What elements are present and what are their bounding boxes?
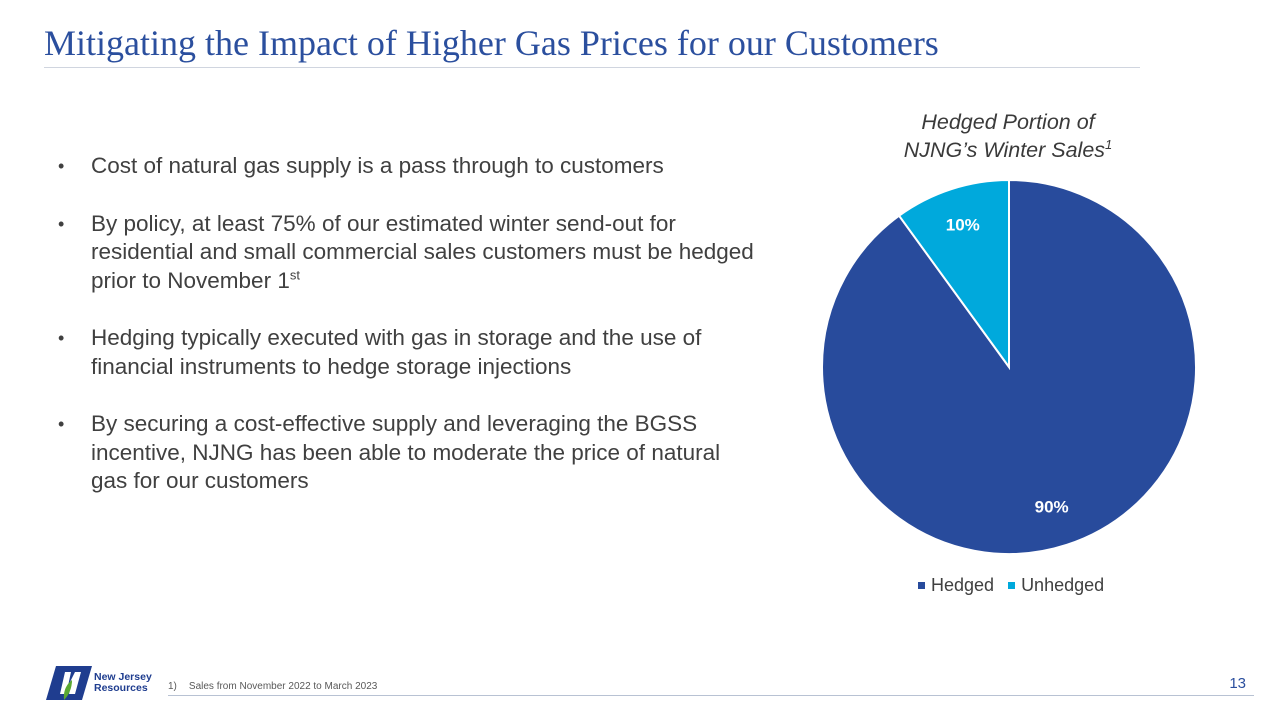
- bullet-item: • Hedging typically executed with gas in…: [58, 324, 758, 381]
- pie-slice-unhedged: [897, 178, 1010, 371]
- bullet-text: By policy, at least 75% of our estimated…: [91, 210, 754, 293]
- legend-item-hedged: Hedged: [918, 575, 994, 596]
- bullet-text: Hedging typically executed with gas in s…: [91, 325, 702, 379]
- logo-line1: New Jersey: [94, 671, 152, 683]
- page-number: 13: [1229, 675, 1246, 692]
- legend-item-unhedged: Unhedged: [1008, 575, 1104, 596]
- logo-line2: Resources: [94, 682, 148, 694]
- footnote-text: Sales from November 2022 to March 2023: [188, 681, 378, 692]
- bullet-text: Cost of natural gas supply is a pass thr…: [91, 153, 664, 178]
- bullet-item: • Cost of natural gas supply is a pass t…: [58, 152, 758, 181]
- footnote-number: 1): [168, 681, 177, 692]
- legend-swatch-hedged: [918, 582, 925, 589]
- bullet-item: • By securing a cost-effective supply an…: [58, 410, 758, 496]
- footnote: 1) Sales from November 2022 to March 2023: [168, 681, 377, 692]
- chart-title: Hedged Portion of NJNG’s Winter Sales1: [840, 108, 1176, 164]
- logo-mark-icon: [46, 666, 92, 700]
- chart-legend: Hedged Unhedged: [918, 575, 1104, 596]
- bullet-marker: •: [58, 414, 65, 434]
- bullet-item: • By policy, at least 75% of our estimat…: [58, 210, 758, 296]
- legend-label-hedged: Hedged: [931, 575, 995, 595]
- bullet-list: • Cost of natural gas supply is a pass t…: [58, 152, 758, 525]
- legend-swatch-unhedged: [1008, 582, 1016, 589]
- chart-title-footnote-ref: 1: [1105, 136, 1113, 152]
- logo-wordmark: New Jersey Resources: [94, 672, 152, 694]
- pie-chart: 90% 10%: [821, 178, 1197, 555]
- bullet-marker: •: [58, 213, 65, 234]
- chart-title-line2: NJNG’s Winter Sales: [903, 138, 1106, 162]
- legend-label-unhedged: Unhedged: [1021, 575, 1105, 595]
- bullet-marker: •: [58, 156, 65, 176]
- title-divider: [44, 67, 1140, 68]
- data-label-hedged: 90%: [1035, 497, 1069, 516]
- company-logo: New Jersey Resources: [44, 664, 160, 702]
- footer-divider: [168, 695, 1254, 696]
- data-label-unhedged: 10%: [946, 216, 980, 235]
- chart-title-line1: Hedged Portion of: [921, 110, 1095, 134]
- bullet-text: By securing a cost-effective supply and …: [91, 411, 721, 493]
- bullet-superscript: st: [289, 267, 300, 282]
- slide-title: Mitigating the Impact of Higher Gas Pric…: [44, 23, 939, 63]
- bullet-marker: •: [58, 328, 65, 348]
